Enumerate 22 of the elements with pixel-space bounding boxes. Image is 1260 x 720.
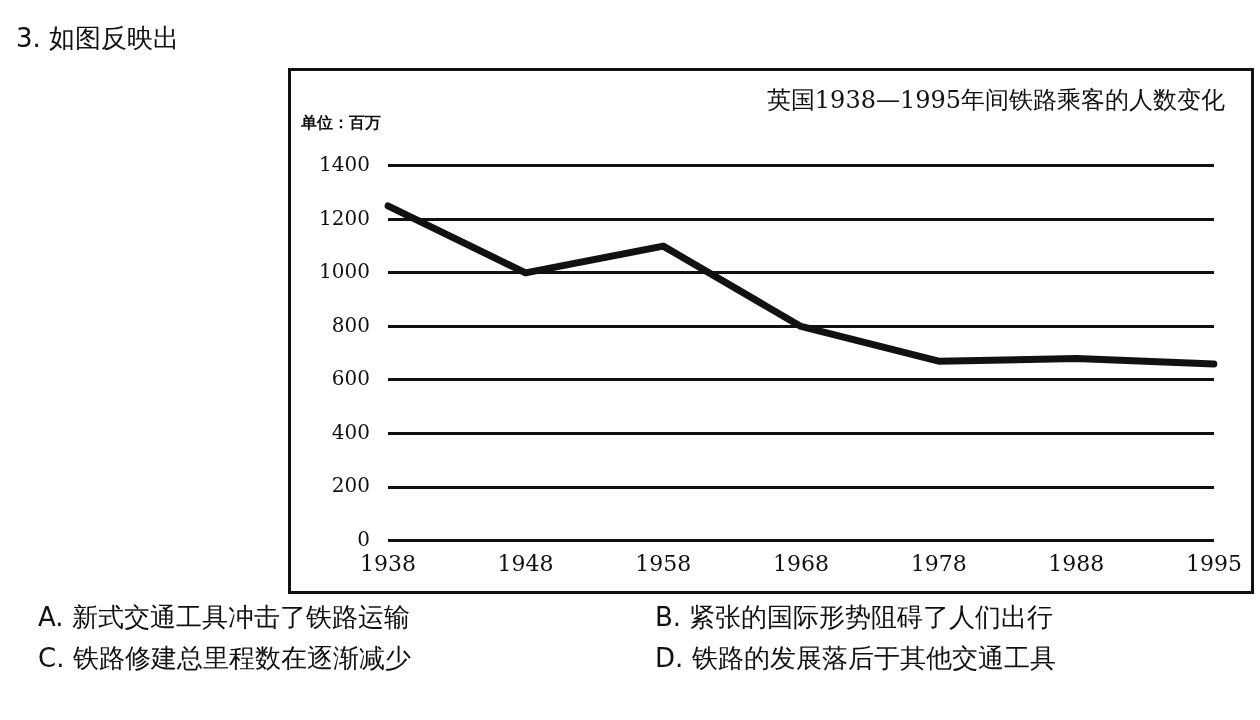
x-tick-label: 1948 [497,550,554,576]
y-tick-label: 800 [331,312,370,337]
text: D. 铁路的发展落后于其他交通工具 [655,642,1057,675]
y-tick-label: 1400 [318,152,370,176]
y-tick-label: 600 [331,366,370,391]
x-tick-label: 1988 [1048,550,1105,576]
text: C. 铁路修建总里程数在逐渐减少 [38,642,412,675]
y-tick-label: 200 [331,473,370,498]
chart-title: 英国1938—1995年间铁路乘客的人数变化 [766,85,1225,114]
y-tick-label: 1200 [318,205,370,230]
y-tick-label: 400 [331,419,370,444]
x-tick-label: 1938 [359,550,416,576]
x-tick-label: 1978 [910,550,967,576]
text: B. 紧张的国际形势阻碍了人们出行 [655,601,1055,634]
x-tick-label: 1968 [772,550,829,576]
x-tick-label: 1995 [1186,550,1243,576]
y-axis-title: 单位：百万 [300,112,381,132]
y-tick-label: 1000 [318,259,370,284]
y-tick-label: 0 [357,526,370,551]
text: 3. 如图反映出 [15,22,181,55]
text: A. 新式交通工具冲击了铁路运输 [38,601,411,634]
x-tick-label: 1958 [635,550,692,576]
